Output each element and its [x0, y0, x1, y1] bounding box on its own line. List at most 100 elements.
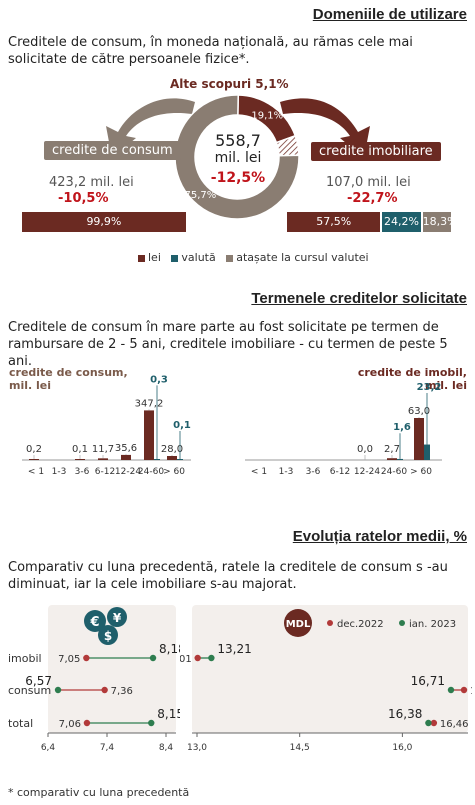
bar-valuta — [177, 459, 183, 460]
bar-valuta — [424, 444, 430, 460]
currency-coins-icon: € ¥$ — [84, 607, 127, 645]
rate-dot-dec — [194, 654, 201, 662]
bar-valuta — [397, 458, 403, 460]
legend-dot-dec — [327, 620, 333, 626]
section-text-domenii: Creditele de consum, în moneda națională… — [8, 35, 413, 67]
x-tick-label: 12-24 — [115, 467, 141, 477]
imobil-term-title: credite de imobil, mil. lei — [357, 366, 467, 392]
x-tick-label: < 1 — [251, 467, 267, 477]
x-tick-label: 12-24 — [354, 467, 380, 477]
section-text-rate: Comparativ cu luna precedentă, ratele la… — [8, 560, 448, 592]
stacked-bar-segment: 24,2% — [382, 212, 423, 232]
mdl-badge-icon — [284, 609, 312, 637]
bar-lei — [29, 459, 39, 460]
bar-label-lei: 0,1 — [72, 444, 88, 455]
rate-label-dec: 13,01 — [180, 654, 192, 665]
donut-hole — [196, 116, 278, 198]
x-tick-label: 16,0 — [392, 743, 412, 753]
legend-swatch-lei — [138, 254, 145, 262]
bar-lei — [98, 458, 108, 460]
rate-dot-ian — [208, 654, 215, 662]
alte-scopuri-label: Alte scopuri 5,1% — [170, 77, 289, 91]
donut-chart: 19,1% 75,7% — [174, 94, 300, 220]
chart-panel — [48, 605, 176, 733]
donut-slice-label: 19,1% — [251, 111, 283, 122]
rate-label-ian: 8,18 — [159, 642, 180, 656]
row-label: imobil — [8, 652, 42, 665]
x-tick-label: 7,4 — [100, 743, 115, 753]
bar-lei — [121, 454, 131, 460]
svg-text:¥: ¥ — [113, 611, 122, 625]
bar-label-lei: 28,0 — [161, 444, 183, 455]
rate-label-ian: 8,15 — [157, 707, 180, 721]
rate-dot-ian — [148, 719, 155, 727]
rate-label-ian: 13,21 — [217, 642, 251, 656]
stacked-bar-segment: 99,9% — [22, 212, 188, 232]
bar-label-lei: 0,0 — [357, 444, 373, 455]
bar-label-valuta: 1,6 — [393, 422, 411, 433]
rate-label-ian: 6,57 — [25, 674, 52, 688]
mdl-badge-label: MDL — [286, 619, 311, 630]
consum-stacked-bar: 99,9% — [22, 212, 188, 232]
imobil-change: -22,7% — [347, 191, 398, 206]
rate-label-dec: 7,05 — [58, 654, 80, 665]
x-tick-label: 1-3 — [279, 467, 294, 477]
section-title-rate: Evoluția ratelor medii, % — [292, 528, 467, 545]
imobil-term-chart: < 1 1-3 3-6 6-12 0,0 12-24 2,7 1,6 24-60 63,0 23,2… — [245, 382, 442, 477]
rate-dot-ian — [54, 686, 62, 694]
x-tick-label: 6-12 — [330, 467, 350, 477]
x-tick-label: 3-6 — [306, 467, 321, 477]
rate-dot-ian — [149, 654, 157, 662]
bar-lei — [414, 418, 424, 460]
rate-dot-dec — [83, 654, 90, 662]
consum-term-title: credite de consum, mil. lei — [9, 366, 128, 392]
imobil-amount: 107,0 mil. lei — [326, 175, 411, 190]
rate-dot-dec — [101, 686, 108, 694]
stacked-bar-segment: 18,3% — [422, 212, 458, 232]
x-tick-label: 3-6 — [75, 467, 90, 477]
section-text-termene: Creditele de consum în mare parte au fos… — [8, 320, 448, 369]
imobil-stacked-bar: 57,5% 24,2% 18,3% — [287, 212, 458, 232]
donut-change: -12,5% — [210, 170, 266, 186]
x-tick-label: 8,4 — [159, 743, 174, 753]
rate-dot-ian — [425, 719, 432, 727]
rate-label-ian: 16,38 — [388, 707, 422, 721]
legend-swatch-atasate — [226, 254, 234, 262]
rate-label-dec: 7,36 — [111, 686, 133, 697]
x-tick-label: 14,5 — [290, 743, 310, 753]
bar-lei — [387, 458, 397, 460]
svg-text:€: € — [89, 615, 99, 630]
bar-label-valuta: 0,3 — [150, 374, 168, 385]
row-label: total — [8, 717, 33, 730]
bar-lei — [75, 459, 85, 460]
rate-dot-dec — [460, 686, 468, 694]
section-title-termene: Termenele creditelor solicitate — [251, 290, 467, 307]
bar-label-lei: 2,7 — [384, 444, 400, 455]
donut-total: 558,7 — [215, 131, 261, 150]
rate-dot-ian — [447, 686, 455, 694]
x-tick-label: 6-12 — [95, 467, 115, 477]
legend-ian: ian. 2023 — [409, 619, 456, 630]
x-tick-label: 24-60 — [138, 467, 164, 477]
rate-dot-dec — [83, 719, 91, 727]
footnote: * comparativ cu luna precedentă — [8, 786, 190, 799]
x-tick-label: 6,4 — [41, 743, 56, 753]
legend-valuta: valută — [181, 251, 216, 264]
donut-slice — [174, 94, 300, 220]
x-tick-label: 24-60 — [381, 467, 407, 477]
pill-consum: credite de consum — [44, 141, 181, 160]
rate-chart-valuta: 6,4 7,4 8,4 imobil 7,05 8,18 consum 7,36 6,57 tot… — [8, 605, 180, 753]
consum-amount: 423,2 mil. lei — [49, 175, 134, 190]
rate-label-dec: 16,46 — [440, 719, 469, 730]
donut-slice-label: 75,7% — [185, 190, 217, 201]
rate-label-dec: 16,90 — [470, 686, 472, 697]
x-tick-label: > 60 — [163, 467, 185, 477]
bar-lei — [144, 410, 154, 460]
svg-text:$: $ — [104, 629, 112, 643]
legend-usage: lei valută atașate la cursul valutei — [138, 251, 369, 264]
bar-label-lei: 63,0 — [408, 406, 430, 417]
chart-panel — [192, 605, 468, 733]
rate-dot-dec — [430, 719, 438, 727]
x-tick-label: > 60 — [410, 467, 432, 477]
consum-change: -10,5% — [58, 191, 109, 206]
